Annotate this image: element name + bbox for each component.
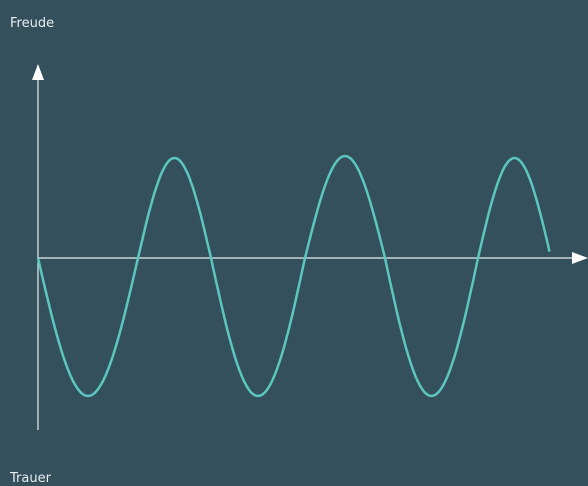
top-label: Freude xyxy=(10,16,54,31)
x-axis-arrow xyxy=(572,252,588,264)
y-axis-arrow xyxy=(32,64,44,80)
bottom-label: Trauer xyxy=(9,471,52,486)
wave xyxy=(36,154,551,398)
